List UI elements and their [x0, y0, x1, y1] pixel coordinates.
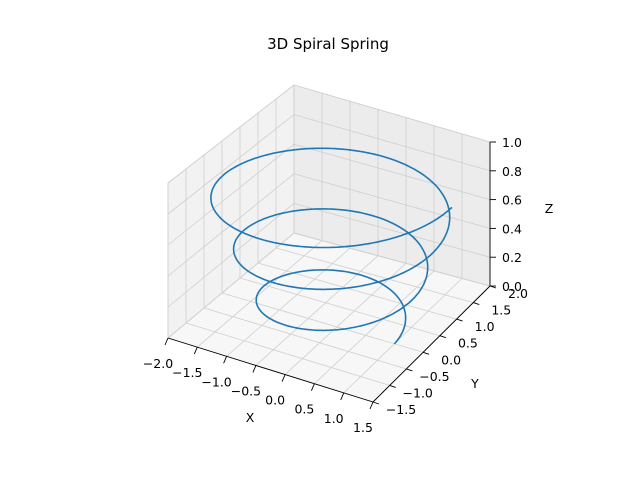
grid-line-x-floor	[226, 247, 351, 357]
grid-line-x-floor	[284, 263, 407, 375]
y-tick-label: 1.5	[491, 303, 511, 318]
y-tick-mark	[406, 368, 413, 372]
x-tick-mark	[281, 374, 286, 382]
chart-title: 3D Spiral Spring	[267, 35, 389, 53]
grid-line-z-side	[167, 143, 295, 246]
grid-line-z-back	[293, 232, 491, 287]
grid-line-z-side	[167, 84, 295, 184]
y-tick-mark	[422, 351, 430, 355]
grid-line-z-side	[167, 203, 295, 308]
spiral-line-0	[210, 147, 453, 345]
grid-line-z-back	[293, 114, 491, 172]
y-tick-mark	[456, 318, 463, 322]
grid-line-z-side	[167, 232, 295, 339]
y-tick-mark	[473, 302, 480, 306]
x-tick-mark	[340, 392, 345, 401]
chart-series	[210, 147, 453, 345]
y-tick-label: 1.0	[475, 319, 495, 334]
y-tick-label: −0.5	[419, 369, 449, 384]
y-tick-label: 0.5	[458, 336, 478, 351]
chart-axes	[167, 142, 491, 403]
x-tick-mark	[252, 365, 257, 373]
x-axis-label: X	[246, 410, 255, 425]
z-tick-label: 0.2	[502, 250, 522, 265]
grid-line-y-floor	[185, 322, 390, 386]
grid-line-y-floor	[203, 307, 407, 370]
y-axis-line	[372, 285, 491, 403]
z-axis-label: Z	[545, 201, 554, 216]
x-tick-label: 1.5	[353, 420, 373, 435]
grid-line-z-side	[167, 173, 295, 277]
chart-panes	[166, 83, 491, 403]
grid-line-y-floor	[275, 247, 474, 303]
grid-line-z-back	[293, 173, 491, 229]
z-tick-label: 0.4	[502, 221, 522, 236]
grid-line-z-back	[293, 203, 491, 258]
x-tick-label: −1.0	[201, 374, 231, 389]
x-axis-line	[167, 337, 374, 403]
grid-line-y-floor	[257, 262, 457, 320]
x-tick-label: 0.0	[265, 393, 285, 408]
x-tick-label: −0.5	[231, 383, 261, 398]
y-tick-label: −1.0	[403, 385, 433, 400]
grid-line-x-floor	[314, 270, 435, 384]
x-tick-mark	[223, 356, 228, 364]
y-tick-mark	[439, 335, 447, 339]
y-axis-label: Y	[470, 376, 479, 391]
x-tick-mark	[164, 337, 169, 346]
grid-line-z-side	[167, 114, 295, 215]
chart-ticks: −2.0−1.5−1.0−0.50.00.51.01.5−1.5−1.0−0.5…	[143, 135, 528, 435]
y-tick-mark	[372, 401, 380, 405]
x-tick-label: −2.0	[143, 356, 173, 371]
y-tick-label: 0.0	[441, 352, 461, 367]
x-tick-label: −1.5	[172, 365, 202, 380]
y-tick-label: 2.0	[508, 286, 528, 301]
grid-line-y-floor	[221, 292, 424, 353]
grid-line-z-back	[293, 143, 491, 200]
x-tick-mark	[369, 401, 374, 410]
grid-line-x-floor	[197, 240, 323, 348]
x-tick-mark	[193, 346, 198, 355]
x-tick-mark	[310, 383, 315, 391]
x-tick-label: 1.0	[324, 411, 344, 426]
z-tick-label: 0.0	[502, 279, 522, 294]
y-tick-mark	[389, 384, 396, 388]
z-tick-label: 0.8	[502, 164, 522, 179]
z-tick-label: 0.6	[502, 193, 522, 208]
grid-line-x-floor	[343, 278, 463, 394]
y-tick-label: −1.5	[386, 402, 416, 417]
x-tick-label: 0.5	[294, 402, 314, 417]
grid-line-y-floor	[239, 277, 441, 337]
grid-line-z-back	[293, 84, 491, 143]
z-tick-label: 1.0	[502, 135, 522, 150]
